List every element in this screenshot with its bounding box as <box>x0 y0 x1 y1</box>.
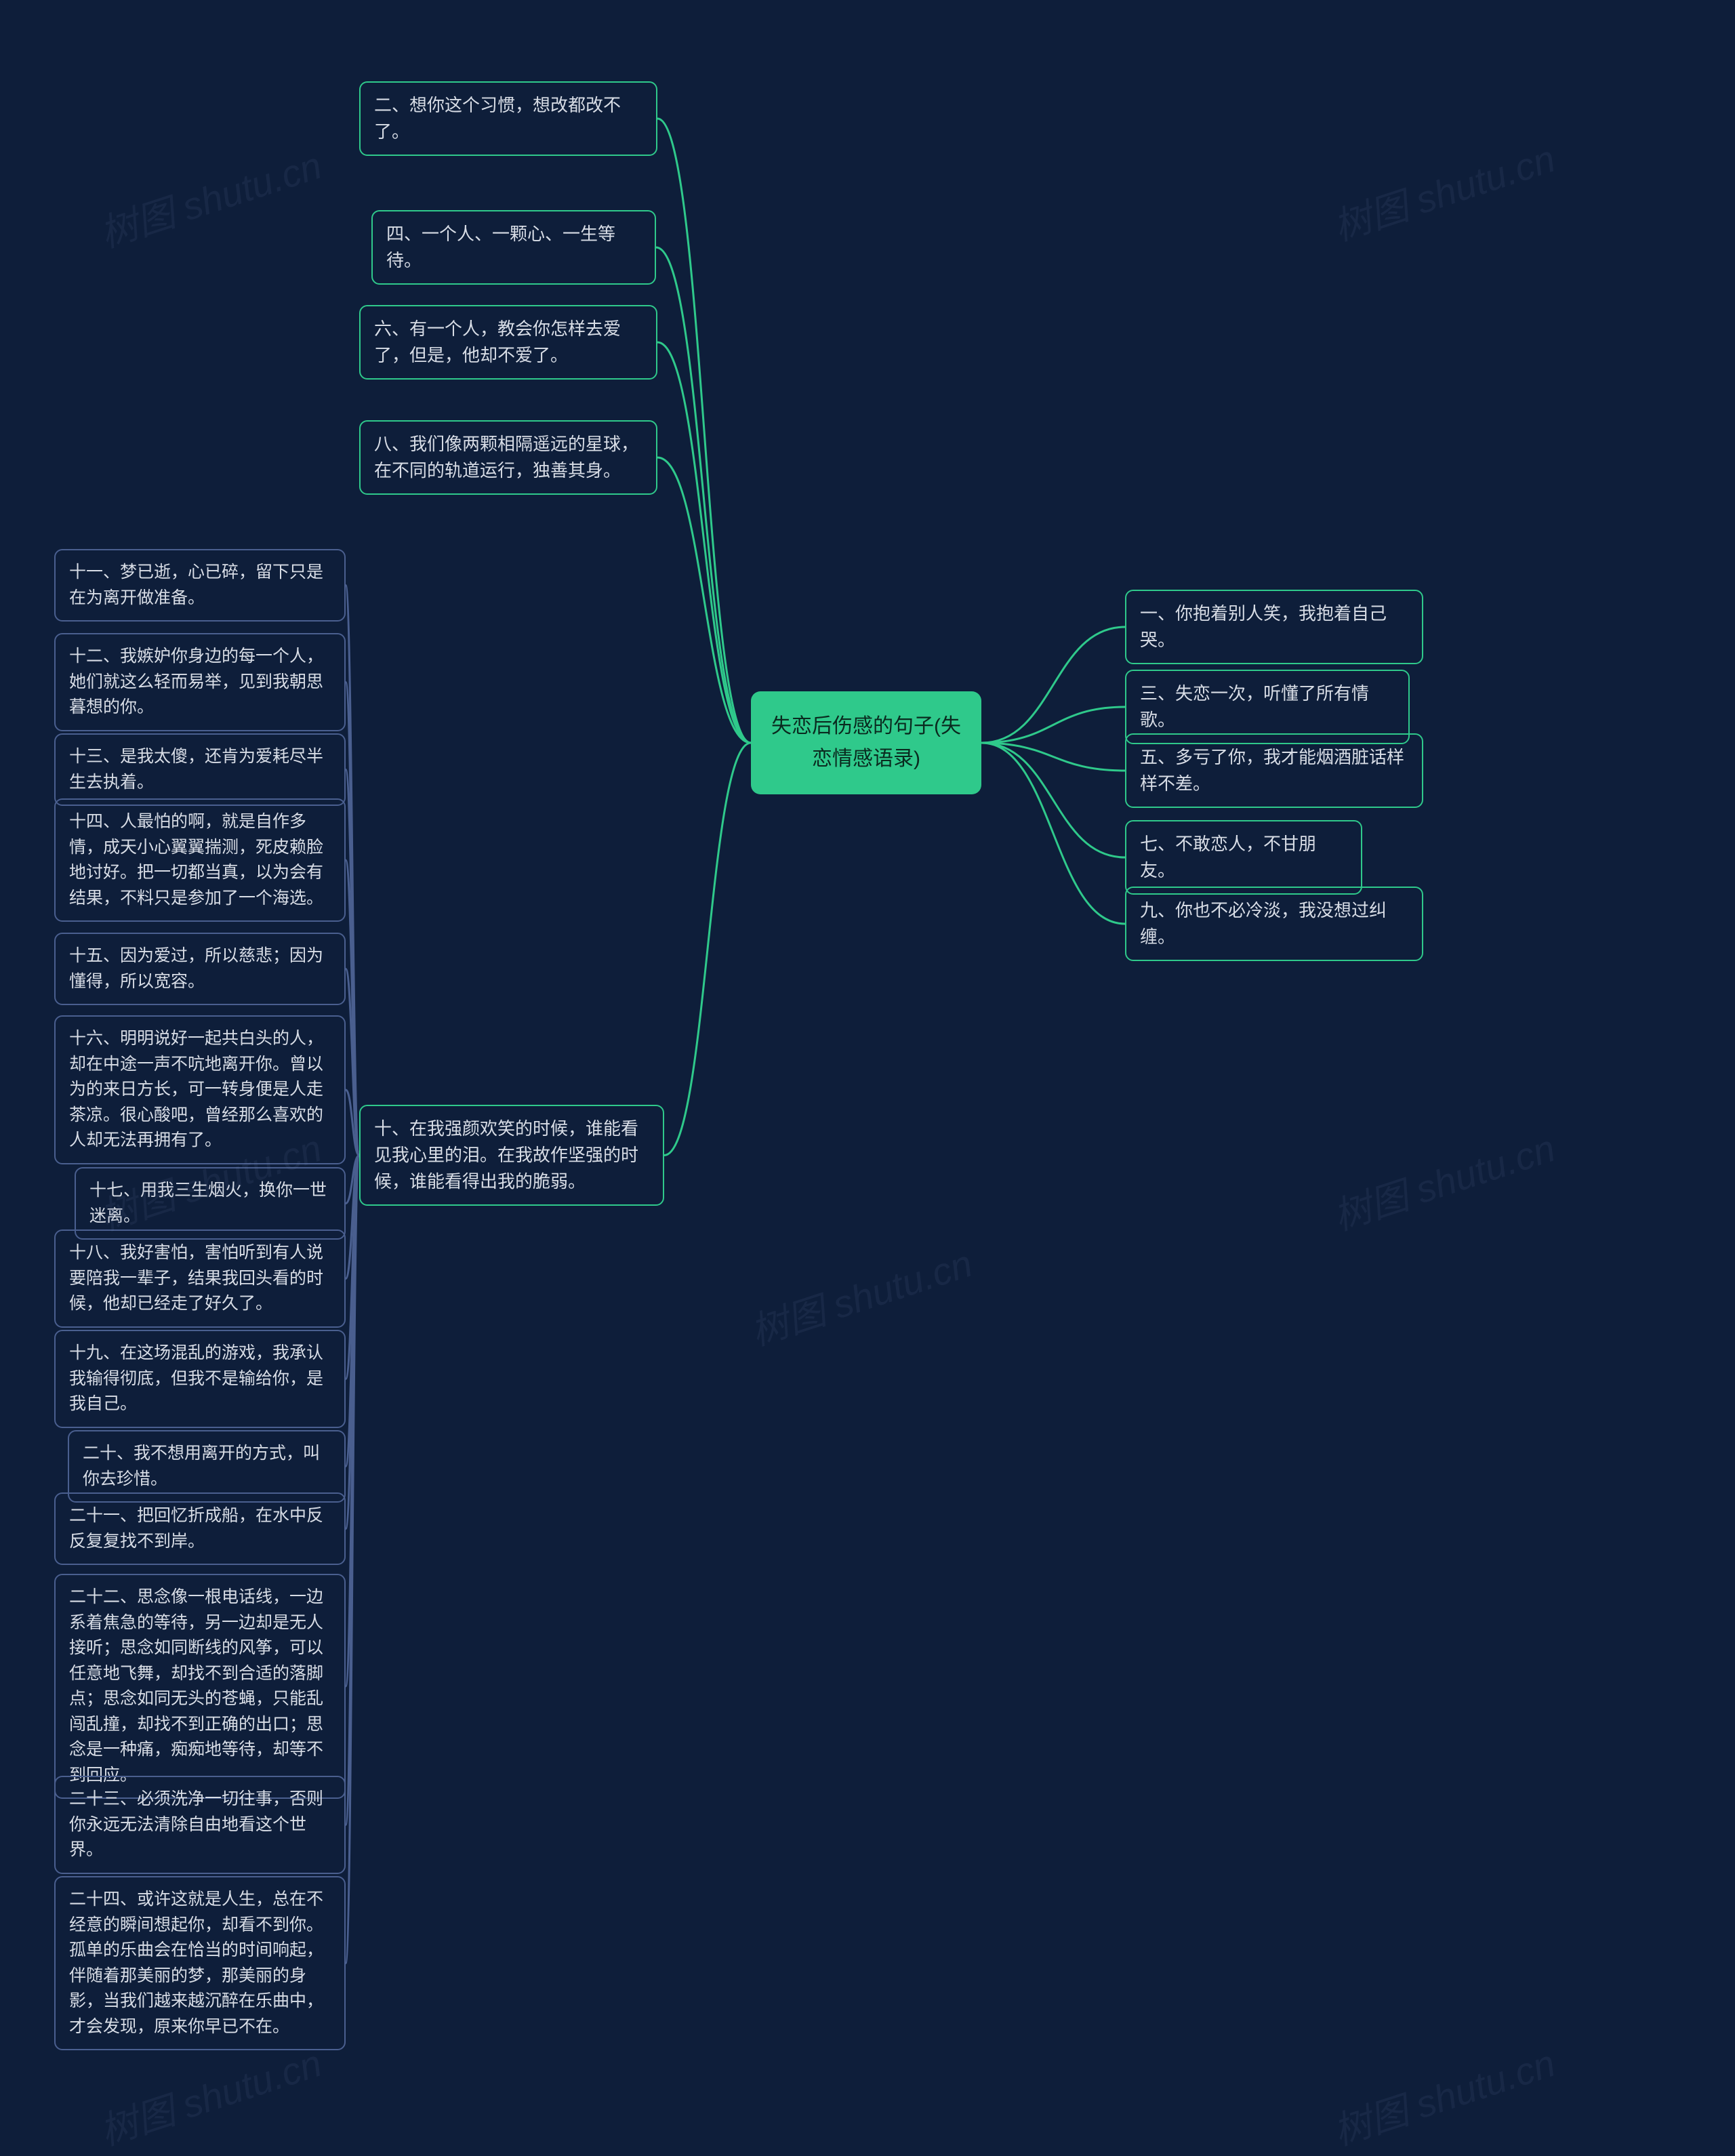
child-node-text: 六、有一个人，教会你怎样去爱了，但是，他却不爱了。 <box>374 319 621 365</box>
grandchild-node-g13: 十三、是我太傻，还肯为爱耗尽半生去执着。 <box>54 733 346 806</box>
child-node-c1: 一、你抱着别人笑，我抱着自己哭。 <box>1125 590 1423 664</box>
grandchild-node-text: 二十三、必须洗净一切往事，否则你永远无法清除自由地看这个世界。 <box>69 1789 323 1859</box>
center-text: 失恋后伤感的句子(失恋情感语录) <box>771 715 961 770</box>
center-node: 失恋后伤感的句子(失恋情感语录) <box>751 691 981 794</box>
child-node-text: 八、我们像两颗相隔遥远的星球，在不同的轨道运行，独善其身。 <box>374 434 638 481</box>
grandchild-node-g23: 二十三、必须洗净一切往事，否则你永远无法清除自由地看这个世界。 <box>54 1776 346 1874</box>
watermark: 树图 shutu.cn <box>1326 129 1562 252</box>
child-node-text: 四、一个人、一颗心、一生等待。 <box>386 224 615 270</box>
grandchild-node-text: 二十一、把回忆折成船，在水中反反复复找不到岸。 <box>69 1506 323 1551</box>
grandchild-node-text: 十五、因为爱过，所以慈悲；因为懂得，所以宽容。 <box>69 946 323 991</box>
child-node-text: 七、不敢恋人，不甘朋友。 <box>1140 834 1316 880</box>
grandchild-node-g24: 二十四、或许这就是人生，总在不经意的瞬间想起你，却看不到你。孤单的乐曲会在恰当的… <box>54 1876 346 2050</box>
grandchild-node-g15: 十五、因为爱过，所以慈悲；因为懂得，所以宽容。 <box>54 933 346 1005</box>
grandchild-node-text: 十六、明明说好一起共白头的人，却在中途一声不吭地离开你。曾以为的来日方长，可一转… <box>69 1029 323 1150</box>
grandchild-node-text: 十一、梦已逝，心已碎，留下只是在为离开做准备。 <box>69 563 323 607</box>
watermark: 树图 shutu.cn <box>92 2033 328 2156</box>
grandchild-node-text: 二十、我不想用离开的方式，叫你去珍惜。 <box>83 1444 320 1488</box>
child-node-text: 十、在我强颜欢笑的时候，谁能看见我心里的泪。在我故作坚强的时候，谁能看得出我的脆… <box>374 1118 638 1192</box>
child-node-c4: 四、一个人、一颗心、一生等待。 <box>371 210 656 285</box>
child-node-c9: 九、你也不必冷淡，我没想过纠缠。 <box>1125 887 1423 961</box>
grandchild-node-text: 十三、是我太傻，还肯为爱耗尽半生去执着。 <box>69 747 323 792</box>
watermark: 树图 shutu.cn <box>92 136 328 259</box>
grandchild-node-g21: 二十一、把回忆折成船，在水中反反复复找不到岸。 <box>54 1492 346 1565</box>
grandchild-node-g22: 二十二、思念像一根电话线，一边系着焦急的等待，另一边却是无人接听；思念如同断线的… <box>54 1574 346 1799</box>
grandchild-node-g18: 十八、我好害怕，害怕听到有人说要陪我一辈子，结果我回头看的时候，他却已经走了好久… <box>54 1229 346 1328</box>
child-node-c2: 二、想你这个习惯，想改都改不了。 <box>359 81 657 156</box>
grandchild-node-text: 二十四、或许这就是人生，总在不经意的瞬间想起你，却看不到你。孤单的乐曲会在恰当的… <box>69 1890 323 2036</box>
grandchild-node-g14: 十四、人最怕的啊，就是自作多情，成天小心翼翼揣测，死皮赖脸地讨好。把一切都当真，… <box>54 798 346 922</box>
grandchild-node-g17: 十七、用我三生烟火，换你一世迷离。 <box>75 1167 346 1240</box>
child-node-text: 二、想你这个习惯，想改都改不了。 <box>374 95 621 142</box>
grandchild-node-text: 十七、用我三生烟火，换你一世迷离。 <box>89 1181 327 1225</box>
grandchild-node-g19: 十九、在这场混乱的游戏，我承认我输得彻底，但我不是输给你，是我自己。 <box>54 1330 346 1428</box>
child-node-text: 九、你也不必冷淡，我没想过纠缠。 <box>1140 900 1387 947</box>
child-node-text: 三、失恋一次，听懂了所有情歌。 <box>1140 683 1369 730</box>
watermark: 树图 shutu.cn <box>743 1234 979 1357</box>
child-node-text: 五、多亏了你，我才能烟酒脏话样样不差。 <box>1140 747 1404 794</box>
grandchild-node-text: 二十二、思念像一根电话线，一边系着焦急的等待，另一边却是无人接听；思念如同断线的… <box>69 1587 323 1785</box>
child-node-c10: 十、在我强颜欢笑的时候，谁能看见我心里的泪。在我故作坚强的时候，谁能看得出我的脆… <box>359 1105 664 1206</box>
child-node-c8: 八、我们像两颗相隔遥远的星球，在不同的轨道运行，独善其身。 <box>359 420 657 495</box>
grandchild-node-g16: 十六、明明说好一起共白头的人，却在中途一声不吭地离开你。曾以为的来日方长，可一转… <box>54 1015 346 1164</box>
grandchild-node-text: 十八、我好害怕，害怕听到有人说要陪我一辈子，结果我回头看的时候，他却已经走了好久… <box>69 1243 323 1313</box>
grandchild-node-text: 十九、在这场混乱的游戏，我承认我输得彻底，但我不是输给你，是我自己。 <box>69 1343 323 1413</box>
watermark: 树图 shutu.cn <box>1326 1118 1562 1242</box>
child-node-c5: 五、多亏了你，我才能烟酒脏话样样不差。 <box>1125 733 1423 808</box>
watermark: 树图 shutu.cn <box>1326 2033 1562 2156</box>
child-node-text: 一、你抱着别人笑，我抱着自己哭。 <box>1140 603 1387 650</box>
grandchild-node-text: 十四、人最怕的啊，就是自作多情，成天小心翼翼揣测，死皮赖脸地讨好。把一切都当真，… <box>69 812 323 908</box>
grandchild-node-text: 十二、我嫉妒你身边的每一个人，她们就这么轻而易举，见到我朝思暮想的你。 <box>69 647 323 716</box>
grandchild-node-g20: 二十、我不想用离开的方式，叫你去珍惜。 <box>68 1430 346 1503</box>
child-node-c6: 六、有一个人，教会你怎样去爱了，但是，他却不爱了。 <box>359 305 657 380</box>
child-node-c7: 七、不敢恋人，不甘朋友。 <box>1125 820 1362 895</box>
grandchild-node-g11: 十一、梦已逝，心已碎，留下只是在为离开做准备。 <box>54 549 346 622</box>
grandchild-node-g12: 十二、我嫉妒你身边的每一个人，她们就这么轻而易举，见到我朝思暮想的你。 <box>54 633 346 731</box>
